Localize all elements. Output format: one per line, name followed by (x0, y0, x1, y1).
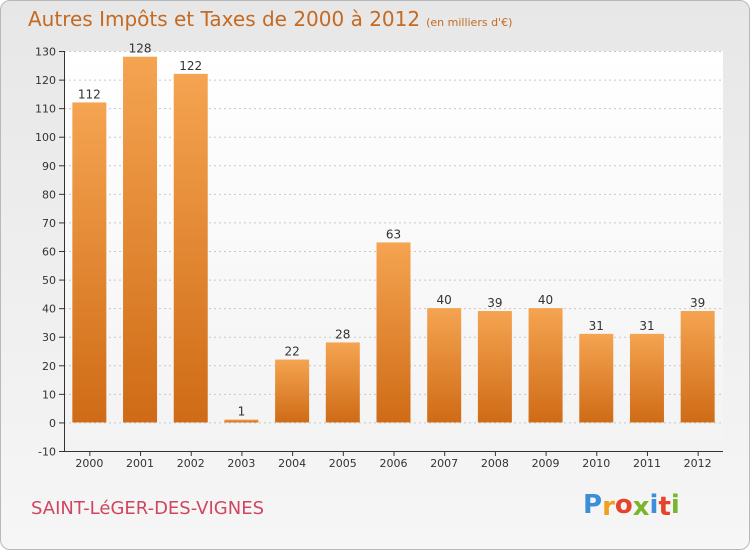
bar (477, 311, 512, 423)
bar (275, 359, 310, 423)
data-label: 28 (335, 327, 350, 341)
x-tick-label: 2000 (75, 457, 103, 470)
x-tick-label: 2001 (126, 457, 154, 470)
bar (680, 311, 715, 423)
x-tick-label: 2012 (684, 457, 712, 470)
y-tick-label: 30 (42, 331, 56, 344)
y-tick-label: 120 (35, 74, 56, 87)
data-label: 1 (238, 405, 246, 419)
x-tick-label: 2007 (430, 457, 458, 470)
data-label: 31 (589, 319, 604, 333)
bar (427, 308, 462, 423)
bar (123, 56, 158, 423)
data-label: 39 (690, 296, 705, 310)
data-label: 112 (78, 87, 101, 101)
y-tick-label: 80 (42, 188, 56, 201)
data-label: 39 (487, 296, 502, 310)
bar (325, 342, 360, 423)
bar (173, 73, 208, 423)
data-label: 63 (386, 227, 401, 241)
y-tick-label: 90 (42, 160, 56, 173)
y-tick-label: 130 (35, 46, 56, 59)
y-tick-label: 50 (42, 274, 56, 287)
data-label: 40 (538, 293, 553, 307)
logo-letter: i (649, 490, 659, 520)
logo-letter: P (583, 490, 603, 520)
y-tick-label: 110 (35, 103, 56, 116)
title-text: Autres Impôts et Taxes de 2000 à 2012 (28, 7, 421, 31)
x-tick-label: 2008 (481, 457, 509, 470)
bar (376, 242, 411, 423)
x-tick-label: 2010 (582, 457, 610, 470)
logo-letter: i (670, 490, 680, 520)
y-tick-label: 100 (35, 131, 56, 144)
x-tick-label: 2004 (278, 457, 306, 470)
x-tick-label: 2009 (532, 457, 560, 470)
data-label: 122 (179, 59, 202, 73)
x-tick-label: 2002 (177, 457, 205, 470)
bar (579, 333, 614, 423)
bar (629, 333, 664, 423)
y-tick-label: 20 (42, 360, 56, 373)
logo-letter: r (602, 492, 615, 522)
logo-letter: x (632, 492, 650, 522)
y-tick-label: 60 (42, 246, 56, 259)
x-tick-label: 2006 (380, 457, 408, 470)
chart-title: Autres Impôts et Taxes de 2000 à 2012 (en… (28, 7, 512, 31)
x-tick-label: 2011 (633, 457, 661, 470)
y-tick-label: 0 (49, 417, 56, 430)
bar (528, 308, 563, 423)
y-tick-label: 40 (42, 303, 56, 316)
logo-letter: t (658, 492, 671, 522)
bar (72, 102, 107, 423)
data-label: 40 (437, 293, 452, 307)
y-tick-label: 10 (42, 388, 56, 401)
y-tick-label: 70 (42, 217, 56, 230)
data-label: 22 (284, 345, 299, 359)
x-tick-label: 2005 (329, 457, 357, 470)
bar (224, 419, 259, 423)
x-tick-label: 2003 (227, 457, 255, 470)
chart-subtitle: (en milliers d'€) (426, 16, 513, 29)
data-label: 128 (129, 42, 152, 56)
commune-name: SAINT-LéGER-DES-VIGNES (31, 498, 264, 519)
proxiti-logo: Proxiti (583, 490, 680, 522)
y-tick-label: -10 (38, 446, 56, 459)
data-label: 31 (639, 319, 654, 333)
logo-letter: o (614, 490, 633, 520)
